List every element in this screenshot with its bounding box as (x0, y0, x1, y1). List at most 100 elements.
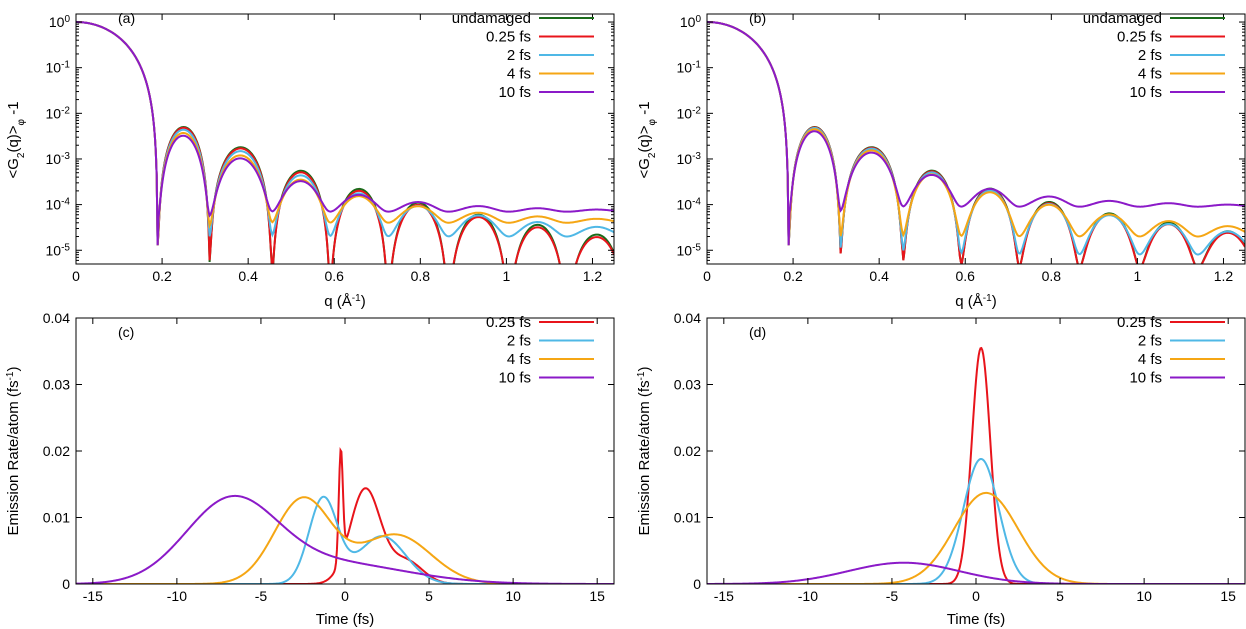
x-tick-label: 1.2 (583, 268, 603, 284)
legend-label: 10 fs (498, 84, 531, 101)
x-tick-label: 0 (972, 588, 980, 604)
legend-label: 4 fs (1138, 351, 1162, 368)
panel-c-xlabel: Time (fs) (316, 611, 375, 628)
legend-label: 4 fs (1138, 66, 1162, 83)
panel-b-frame (706, 13, 1246, 265)
x-tick-label: 0.6 (325, 268, 345, 284)
y-tick-label: 10-4 (677, 196, 702, 213)
y-tick-label: 0.02 (674, 443, 701, 459)
y-tick-label: 0 (62, 576, 70, 592)
x-tick-label: 1 (1134, 268, 1142, 284)
x-tick-label: -10 (798, 588, 818, 604)
x-tick-label: 0.4 (869, 268, 889, 284)
panel-a: 0 0.2 0.4 0.6 0.8 1 1.2 100 10-1 10-2 10-3 10-4 10-5… (5, 10, 615, 311)
x-tick-label: 10 (505, 588, 521, 604)
panel-a-label: (a) (118, 10, 135, 26)
x-tick-label: 15 (589, 588, 605, 604)
panel-b-ylabel: <G2(q)>φ -1 (636, 101, 658, 178)
panel-d-legend: 0.25 fs 2 fs4 fs 10 fs (1117, 314, 1225, 387)
x-tick-label: 0 (703, 268, 711, 284)
panel-d-series-layer (707, 346, 1245, 584)
y-tick-label: 10-3 (46, 150, 71, 167)
y-tick-label: 0.04 (674, 310, 701, 326)
x-tick-label: 1 (503, 268, 511, 284)
panel-d-xlabel: Time (fs) (947, 611, 1006, 628)
y-tick-label: 100 (680, 14, 702, 31)
legend-label: 0.25 fs (486, 29, 531, 46)
series-line-0-25-fs (76, 446, 614, 584)
panel-a-ylabel: <G2(q)>φ -1 (5, 101, 27, 178)
y-tick-label: 100 (49, 14, 71, 31)
legend-label: 2 fs (1138, 333, 1162, 350)
y-tick-label: 10-2 (677, 105, 702, 122)
panel-d-frame (706, 317, 1246, 585)
legend-label: undamaged (1083, 10, 1162, 27)
y-tick-label: 0.03 (674, 377, 701, 393)
panel-a-ticks: 0 0.2 0.4 0.6 0.8 1 1.2 100 10-1 10-2 10-3 10-4 10-5 (46, 14, 614, 284)
panel-b: 0 0.2 0.4 0.6 0.8 1 1.2 100 10-1 10-2 10-3 10-4 10-5… (636, 10, 1246, 311)
x-tick-label: 0.2 (152, 268, 172, 284)
x-tick-label: 5 (1056, 588, 1064, 604)
x-tick-label: -10 (167, 588, 187, 604)
x-tick-label: 0.4 (238, 268, 258, 284)
x-tick-label: 15 (1220, 588, 1236, 604)
y-tick-label: 10-1 (46, 59, 71, 76)
legend-label: 10 fs (1129, 84, 1162, 101)
series-line-4-fs (76, 496, 614, 584)
series-line-10-fs (76, 494, 614, 584)
x-tick-label: 0.2 (783, 268, 803, 284)
panel-d: -15 -10 -5 0 5 10 15 0 0.01 0.02 0.03 0.04 (d) 0.25… (636, 310, 1246, 628)
y-tick-label: 0.01 (674, 510, 701, 526)
legend-label: undamaged (452, 10, 531, 27)
y-tick-label: 10-4 (46, 196, 71, 213)
panel-b-series-layer (707, 21, 1245, 264)
panel-a-series-layer (76, 21, 614, 264)
x-tick-label: 0 (72, 268, 80, 284)
panel-a-xlabel: q (Å-1) (324, 293, 365, 311)
y-tick-label: 0.01 (43, 510, 70, 526)
panel-c-series-layer (76, 446, 614, 584)
x-tick-label: 0.8 (1042, 268, 1062, 284)
series-line-10-fs (76, 21, 614, 246)
legend-label: 10 fs (1129, 370, 1162, 387)
legend-label: 4 fs (507, 351, 531, 368)
series-line-2-fs (707, 457, 1245, 584)
x-tick-label: -5 (255, 588, 268, 604)
x-tick-label: 0.6 (956, 268, 976, 284)
legend-label: 2 fs (507, 333, 531, 350)
x-tick-label: -15 (83, 588, 103, 604)
legend-label: 0.25 fs (1117, 29, 1162, 46)
panel-b-ticks: 0 0.2 0.4 0.6 0.8 1 1.2 100 10-1 10-2 10-3 10-4 10-5 (677, 14, 1245, 284)
series-line-10-fs (707, 21, 1245, 246)
panel-b-xlabel: q (Å-1) (955, 293, 996, 311)
y-tick-label: 0.02 (43, 443, 70, 459)
y-tick-label: 0.04 (43, 310, 70, 326)
panel-b-label: (b) (749, 10, 766, 26)
legend-label: 10 fs (498, 370, 531, 387)
x-tick-label: 0 (341, 588, 349, 604)
legend-label: 4 fs (507, 66, 531, 83)
series-line-4-fs (707, 491, 1245, 584)
panel-c: -15 -10 -5 0 5 10 15 0 0.01 0.02 0.03 0.04 (c) 0.25… (5, 310, 615, 628)
panel-c-ticks: -15 -10 -5 0 5 10 15 0 0.01 0.02 0.03 0.04 (43, 310, 614, 604)
y-tick-label: 10-5 (677, 242, 702, 258)
x-tick-label: 1.2 (1214, 268, 1234, 284)
x-tick-label: 0.8 (411, 268, 431, 284)
legend-label: 0.25 fs (486, 314, 531, 331)
x-tick-label: -15 (714, 588, 734, 604)
panel-d-ylabel: Emission Rate/atom (fs-1) (636, 367, 654, 536)
y-tick-label: 10-2 (46, 105, 71, 122)
y-tick-label: 0 (693, 576, 701, 592)
panel-d-ticks: -15 -10 -5 0 5 10 15 0 0.01 0.02 0.03 0.04 (674, 310, 1245, 604)
y-tick-label: 10-3 (677, 150, 702, 167)
legend-label: 2 fs (507, 47, 531, 64)
panel-c-label: (c) (118, 324, 134, 340)
series-line-0-25-fs (707, 346, 1245, 584)
series-line-10-fs (707, 561, 1245, 584)
panel-a-frame (75, 13, 615, 265)
panel-c-ylabel: Emission Rate/atom (fs-1) (5, 367, 23, 536)
x-tick-label: 10 (1136, 588, 1152, 604)
